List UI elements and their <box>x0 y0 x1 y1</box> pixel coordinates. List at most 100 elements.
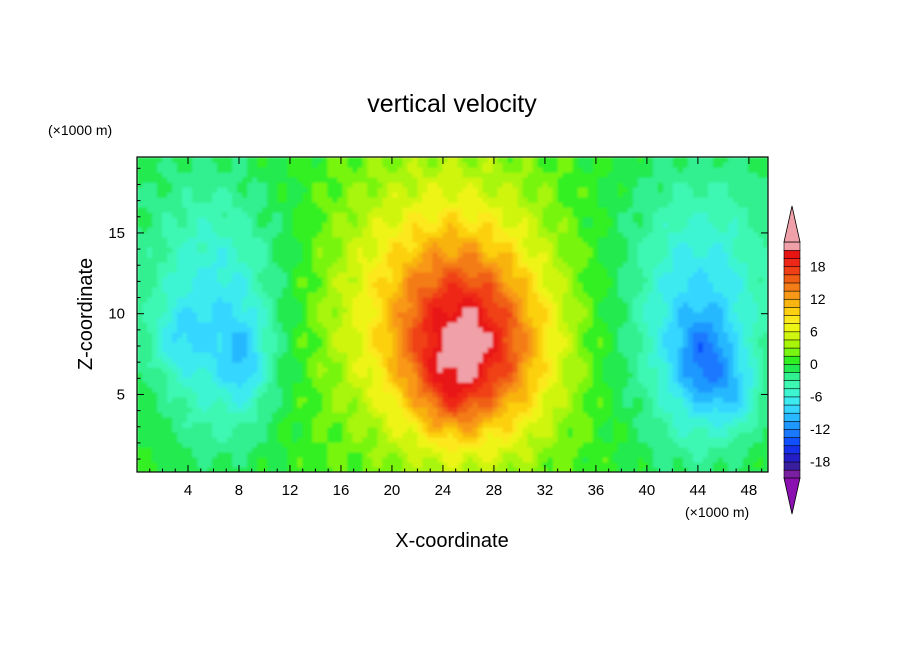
contour-cell <box>177 227 183 233</box>
contour-cell <box>182 397 188 403</box>
contour-cell <box>472 347 479 353</box>
contour-cell <box>187 192 193 198</box>
contour-cell <box>217 407 223 413</box>
contour-cell <box>397 347 404 353</box>
contour-cell <box>392 367 399 373</box>
contour-cell <box>367 437 373 443</box>
contour-cell <box>192 247 198 253</box>
contour-cell <box>267 257 273 263</box>
contour-cell <box>207 237 213 243</box>
contour-cell <box>377 192 383 198</box>
contour-cell <box>527 272 534 278</box>
contour-cell <box>182 297 188 303</box>
contour-cell <box>467 182 474 188</box>
contour-cell <box>352 462 358 468</box>
contour-cell <box>422 322 429 328</box>
contour-cell <box>492 292 499 298</box>
contour-cell <box>482 307 489 313</box>
contour-cell <box>287 167 293 173</box>
contour-cell <box>502 332 509 338</box>
contour-cell <box>282 457 288 463</box>
contour-cell <box>182 392 188 398</box>
contour-cell <box>502 457 509 463</box>
contour-cell <box>317 172 323 178</box>
contour-cell <box>337 187 343 193</box>
contour-cell <box>497 202 504 208</box>
contour-cell <box>172 197 178 203</box>
contour-cell <box>347 397 353 403</box>
contour-cell <box>297 297 303 303</box>
contour-cell <box>422 172 429 178</box>
contour-cell <box>162 267 168 273</box>
contour-cell <box>462 267 469 273</box>
contour-cell <box>457 462 464 468</box>
contour-cell <box>247 372 253 378</box>
contour-cell <box>352 327 358 333</box>
contour-cell <box>332 332 338 338</box>
contour-cell <box>192 232 198 238</box>
contour-cell <box>332 327 338 333</box>
contour-cell <box>462 197 469 203</box>
contour-cell <box>467 212 474 218</box>
contour-cell <box>262 387 268 393</box>
contour-cell <box>472 362 479 368</box>
contour-cell <box>292 317 298 323</box>
contour-cell <box>142 302 148 308</box>
contour-cell <box>522 407 529 413</box>
contour-cell <box>232 182 238 188</box>
contour-cell <box>187 162 193 168</box>
contour-cell <box>417 442 424 448</box>
contour-cell <box>252 347 258 353</box>
contour-cell <box>317 432 323 438</box>
contour-cell <box>417 182 424 188</box>
contour-cell <box>427 182 434 188</box>
contour-cell <box>442 387 449 393</box>
contour-cell <box>297 157 303 163</box>
contour-cell <box>507 332 514 338</box>
contour-cell <box>222 312 228 318</box>
contour-cell <box>447 312 454 318</box>
contour-cell <box>462 212 469 218</box>
contour-cell <box>522 202 529 208</box>
contour-cell <box>522 237 529 243</box>
contour-cell <box>457 437 464 443</box>
contour-cell <box>137 432 143 438</box>
contour-cell <box>487 272 494 278</box>
contour-cell <box>522 427 529 433</box>
contour-cell <box>307 222 313 228</box>
contour-cell <box>137 307 143 313</box>
contour-cell <box>302 362 308 368</box>
contour-cell <box>452 297 459 303</box>
contour-cell <box>442 267 449 273</box>
contour-cell <box>402 237 409 243</box>
contour-cell <box>302 237 308 243</box>
contour-cell <box>187 367 193 373</box>
contour-cell <box>512 267 519 273</box>
contour-cell <box>522 252 529 258</box>
contour-cell <box>377 332 383 338</box>
contour-cell <box>342 407 348 413</box>
contour-cell <box>182 247 188 253</box>
contour-cell <box>207 252 213 258</box>
contour-cell <box>377 187 383 193</box>
contour-cell <box>522 322 529 328</box>
contour-cell <box>452 452 459 458</box>
contour-cell <box>287 387 293 393</box>
contour-cell <box>447 392 454 398</box>
contour-cell <box>202 442 208 448</box>
contour-cell <box>367 317 373 323</box>
contour-cell <box>252 282 258 288</box>
contour-cell <box>527 457 534 463</box>
contour-cell <box>302 372 308 378</box>
contour-cell <box>282 227 288 233</box>
contour-cell <box>297 232 303 238</box>
contour-cell <box>357 282 363 288</box>
contour-cell <box>442 287 449 293</box>
contour-cell <box>272 407 278 413</box>
contour-cell <box>192 337 198 343</box>
contour-cell <box>152 457 158 463</box>
contour-cell <box>337 462 343 468</box>
contour-cell <box>177 342 183 348</box>
contour-cell <box>147 397 153 403</box>
contour-cell <box>457 172 464 178</box>
